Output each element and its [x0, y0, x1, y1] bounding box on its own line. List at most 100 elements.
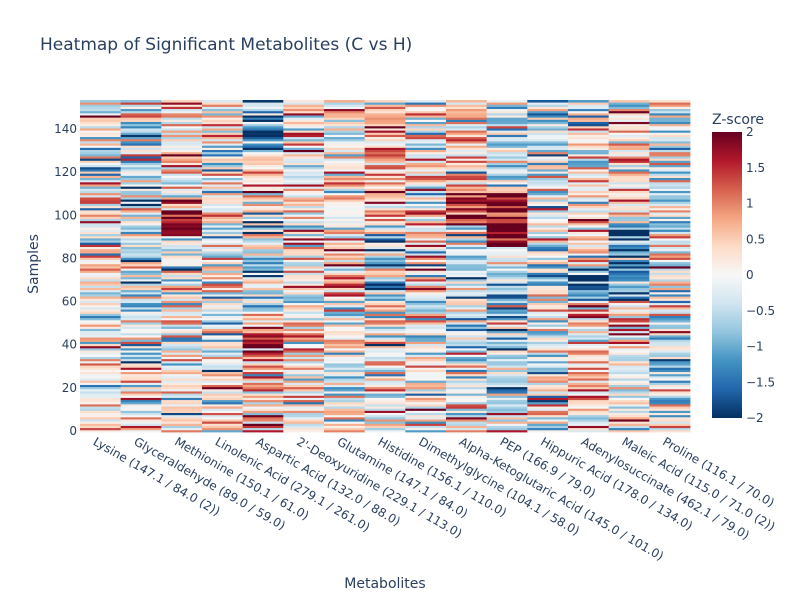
- heatmap-cell: [324, 147, 366, 150]
- heatmap-cell: [486, 218, 528, 222]
- heatmap-cell: [202, 341, 244, 345]
- heatmap-cell: [283, 259, 325, 263]
- heatmap-cell: [405, 397, 447, 401]
- heatmap-cell: [608, 401, 650, 405]
- heatmap-cell: [80, 149, 122, 153]
- heatmap-cell: [80, 242, 122, 245]
- heatmap-cell: [80, 136, 122, 140]
- heatmap-cell: [364, 347, 406, 351]
- heatmap-cell: [80, 237, 122, 241]
- heatmap-cell: [364, 281, 406, 284]
- heatmap-cell: [568, 212, 610, 215]
- heatmap-cell: [364, 388, 406, 392]
- heatmap-cell: [486, 175, 528, 179]
- heatmap-cell: [242, 153, 284, 157]
- heatmap-cell: [242, 192, 284, 196]
- heatmap-cell: [405, 248, 447, 252]
- heatmap-cell: [283, 145, 325, 148]
- heatmap-cell: [283, 175, 325, 179]
- heatmap-cell: [568, 367, 610, 370]
- heatmap-cell: [283, 151, 325, 155]
- heatmap-cell: [405, 177, 447, 181]
- heatmap-cell: [649, 244, 691, 247]
- heatmap-cell: [80, 270, 122, 273]
- heatmap-cell: [364, 408, 406, 411]
- heatmap-cell: [486, 319, 528, 323]
- heatmap-cell: [80, 313, 122, 316]
- heatmap-cell: [446, 270, 488, 273]
- heatmap-cell: [527, 242, 569, 245]
- heatmap-cell: [202, 345, 244, 349]
- heatmap-cell: [120, 360, 162, 364]
- heatmap-cell: [649, 326, 691, 329]
- heatmap-cell: [120, 425, 162, 429]
- heatmap-cell: [649, 231, 691, 235]
- heatmap-cell: [120, 347, 162, 351]
- heatmap-cell: [608, 201, 650, 204]
- heatmap-cell: [649, 300, 691, 304]
- heatmap-cell: [161, 388, 203, 392]
- heatmap-cell: [161, 140, 203, 144]
- heatmap-cell: [283, 274, 325, 278]
- heatmap-cell: [446, 356, 488, 360]
- heatmap-cell: [120, 136, 162, 140]
- heatmap-cell: [405, 143, 447, 146]
- heatmap-cell: [161, 408, 203, 411]
- heatmap-cell: [242, 419, 284, 422]
- heatmap-cell: [202, 311, 244, 314]
- heatmap-cell: [486, 427, 528, 431]
- heatmap-cell: [324, 332, 366, 336]
- heatmap-cell: [527, 125, 569, 129]
- heatmap-cell: [283, 257, 325, 260]
- heatmap-cell: [446, 128, 488, 131]
- heatmap-cell: [527, 203, 569, 207]
- heatmap-cell: [120, 158, 162, 161]
- heatmap-cell: [649, 143, 691, 146]
- heatmap-cell: [446, 330, 488, 334]
- heatmap-cell: [242, 235, 284, 239]
- heatmap-cell: [446, 125, 488, 129]
- heatmap-cell: [405, 354, 447, 357]
- heatmap-cell: [120, 257, 162, 260]
- heatmap-cell: [405, 414, 447, 418]
- heatmap-cell: [80, 145, 122, 148]
- heatmap-cell: [324, 143, 366, 146]
- heatmap-cell: [649, 235, 691, 239]
- heatmap-cell: [324, 214, 366, 217]
- heatmap-cell: [202, 173, 244, 176]
- heatmap-cell: [283, 115, 325, 118]
- heatmap-cell: [446, 347, 488, 351]
- heatmap-cell: [283, 132, 325, 135]
- heatmap-cell: [161, 212, 203, 215]
- heatmap-cell: [324, 358, 366, 362]
- heatmap-cell: [486, 354, 528, 357]
- heatmap-cell: [486, 287, 528, 291]
- heatmap-cell: [161, 298, 203, 301]
- heatmap-cell: [486, 205, 528, 209]
- heatmap-cell: [486, 363, 528, 366]
- heatmap-cell: [364, 354, 406, 357]
- heatmap-cell: [364, 201, 406, 204]
- heatmap-cell: [242, 248, 284, 252]
- heatmap-cell: [202, 149, 244, 153]
- heatmap-cell: [649, 412, 691, 416]
- heatmap-cell: [283, 125, 325, 129]
- heatmap-cell: [405, 255, 447, 258]
- heatmap-cell: [324, 272, 366, 276]
- heatmap-cell: [364, 199, 406, 202]
- heatmap-cell: [649, 102, 691, 105]
- heatmap-cell: [446, 274, 488, 278]
- heatmap-cell: [120, 117, 162, 120]
- heatmap-cell: [283, 347, 325, 351]
- heatmap-cell: [120, 207, 162, 211]
- heatmap-cell: [242, 268, 284, 271]
- heatmap-cell: [202, 352, 244, 355]
- heatmap-cell: [324, 427, 366, 431]
- heatmap-cell: [283, 190, 325, 194]
- heatmap-cell: [405, 231, 447, 235]
- heatmap-cell: [446, 287, 488, 291]
- heatmap-cell: [486, 136, 528, 140]
- heatmap-cell: [161, 354, 203, 357]
- heatmap-cell: [364, 244, 406, 247]
- heatmap-cell: [527, 231, 569, 235]
